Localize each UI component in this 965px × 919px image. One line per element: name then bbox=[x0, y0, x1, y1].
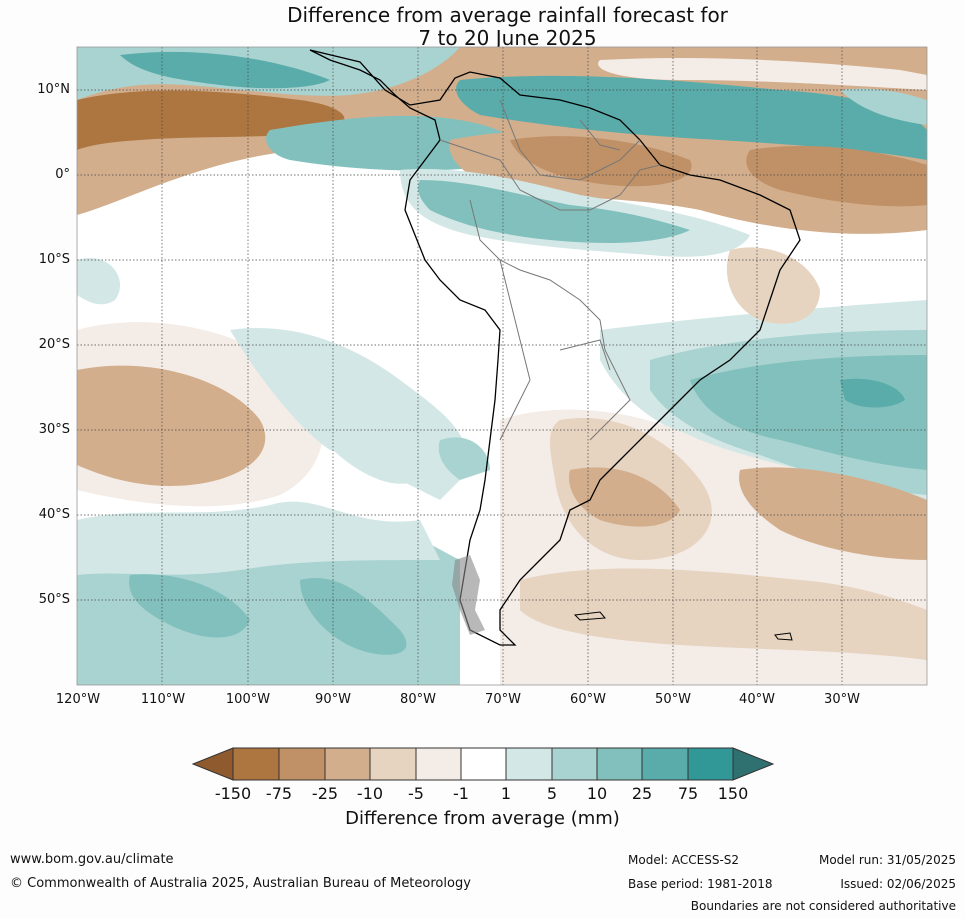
colorbar-bin bbox=[461, 748, 506, 780]
colorbar-tick: -150 bbox=[214, 784, 252, 803]
title-line-2: 7 to 20 June 2025 bbox=[418, 26, 597, 50]
colorbar-tick: -5 bbox=[408, 784, 424, 803]
lon-label-90w: 90°W bbox=[315, 692, 351, 707]
lat-label-0: 0° bbox=[55, 167, 70, 182]
colorbar-tick: 25 bbox=[631, 784, 653, 803]
model-run-text: Model run: 31/05/2025 bbox=[818, 853, 956, 867]
colorbar-arrow-low bbox=[191, 747, 234, 781]
lat-label-40s: 40°S bbox=[38, 507, 70, 522]
colorbar bbox=[191, 747, 775, 781]
colorbar-tick: -10 bbox=[356, 784, 384, 803]
website-link[interactable]: www.bom.gov.au/climate bbox=[10, 852, 174, 867]
lat-label-50s: 50°S bbox=[38, 592, 70, 607]
map-field bbox=[77, 47, 927, 685]
lat-label-10s: 10°S bbox=[38, 252, 70, 267]
lat-label-30s: 30°S bbox=[38, 422, 70, 437]
colorbar-tick: 1 bbox=[500, 784, 512, 803]
colorbar-bin bbox=[642, 748, 688, 780]
lat-label-10n: 10°N bbox=[37, 82, 70, 97]
colorbar-tick: 5 bbox=[546, 784, 558, 803]
lat-label-20s: 20°S bbox=[38, 337, 70, 352]
lon-label-60w: 60°W bbox=[570, 692, 606, 707]
colorbar-bin bbox=[688, 748, 733, 780]
graticule bbox=[77, 47, 927, 685]
colorbar-bin bbox=[597, 748, 642, 780]
colorbar-bin bbox=[325, 748, 370, 780]
south-america-coastline bbox=[309, 49, 801, 646]
colorbar-arrow-high bbox=[732, 747, 775, 781]
lon-label-120w: 120°W bbox=[55, 692, 101, 707]
colorbar-bin bbox=[506, 748, 552, 780]
lon-label-80w: 80°W bbox=[400, 692, 436, 707]
lon-label-110w: 110°W bbox=[140, 692, 186, 707]
lon-label-70w: 70°W bbox=[485, 692, 521, 707]
base-period-text: Base period: 1981-2018 bbox=[628, 877, 773, 891]
country-borders bbox=[439, 99, 661, 441]
lon-label-40w: 40°W bbox=[739, 692, 775, 707]
colorbar-bin bbox=[279, 748, 325, 780]
title-line-1: Difference from average rainfall forecas… bbox=[287, 3, 728, 27]
colorbar-tick: 150 bbox=[717, 784, 749, 803]
lon-label-30w: 30°W bbox=[824, 692, 860, 707]
model-text: Model: ACCESS-S2 bbox=[628, 853, 740, 867]
map-title: Difference from average rainfall forecas… bbox=[0, 4, 965, 50]
lon-label-100w: 100°W bbox=[225, 692, 271, 707]
colorbar-bin bbox=[370, 748, 416, 780]
colorbar-title: Difference from average (mm) bbox=[345, 808, 620, 829]
colorbar-tick: -1 bbox=[453, 784, 469, 803]
disclaimer-text: Boundaries are not considered authoritat… bbox=[690, 899, 956, 913]
lon-label-50w: 50°W bbox=[655, 692, 691, 707]
copyright-text: © Commonwealth of Australia 2025, Austra… bbox=[10, 876, 471, 891]
issued-text: Issued: 02/06/2025 bbox=[840, 877, 956, 891]
colorbar-tick: 10 bbox=[586, 784, 608, 803]
colorbar-tick: -75 bbox=[265, 784, 293, 803]
colorbar-tick: -25 bbox=[311, 784, 339, 803]
colorbar-bin bbox=[416, 748, 461, 780]
colorbar-bin bbox=[552, 748, 597, 780]
colorbar-tick: 75 bbox=[677, 784, 699, 803]
colorbar-bin bbox=[233, 748, 279, 780]
